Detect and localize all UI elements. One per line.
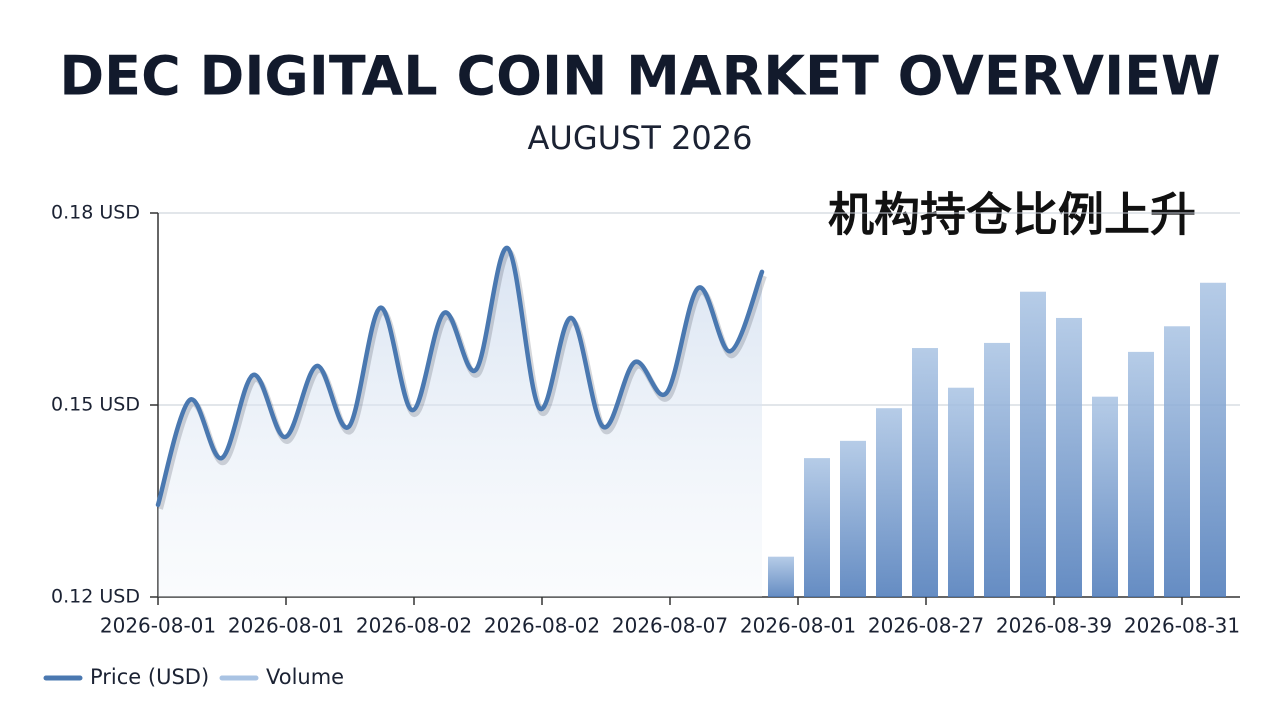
x-tick-label: 2026-08-31: [1124, 614, 1240, 638]
volume-bar: [912, 348, 938, 597]
legend-label: Volume: [266, 665, 344, 689]
volume-bar: [1092, 396, 1118, 597]
volume-bar: [840, 440, 866, 597]
x-tick-label: 2026-08-01: [740, 614, 856, 638]
x-tick-label: 2026-08-39: [996, 614, 1112, 638]
volume-bar: [1164, 326, 1190, 597]
x-tick-label: 2026-08-07: [612, 614, 728, 638]
x-tick-label: 2026-08-02: [484, 614, 600, 638]
y-tick-label: 0.12 USD: [51, 586, 140, 608]
chart-subtitle: AUGUST 2026: [528, 119, 753, 157]
volume-bar: [1128, 351, 1154, 597]
volume-bar: [1200, 282, 1226, 597]
x-tick-label: 2026-08-01: [100, 614, 216, 638]
price-line: [155, 245, 765, 508]
volume-bar: [1020, 291, 1046, 597]
x-tick-label: 2026-08-01: [228, 614, 344, 638]
volume-bar: [948, 387, 974, 597]
legend-label: Price (USD): [90, 665, 209, 689]
chart-title: DEC DIGITAL COIN MARKET OVERVIEW: [59, 45, 1220, 108]
volume-bar: [804, 458, 830, 597]
volume-bar: [1056, 317, 1082, 597]
y-tick-label: 0.18 USD: [51, 202, 140, 224]
volume-bar: [984, 342, 1010, 597]
annotation: 机构持仓比例上升: [828, 188, 1196, 242]
x-tick-label: 2026-08-02: [356, 614, 472, 638]
x-tick-label: 2026-08-27: [868, 614, 984, 638]
y-tick-label: 0.15 USD: [51, 394, 140, 416]
price-area: [158, 247, 762, 597]
volume-bar: [768, 556, 794, 597]
volume-bar: [876, 408, 902, 597]
